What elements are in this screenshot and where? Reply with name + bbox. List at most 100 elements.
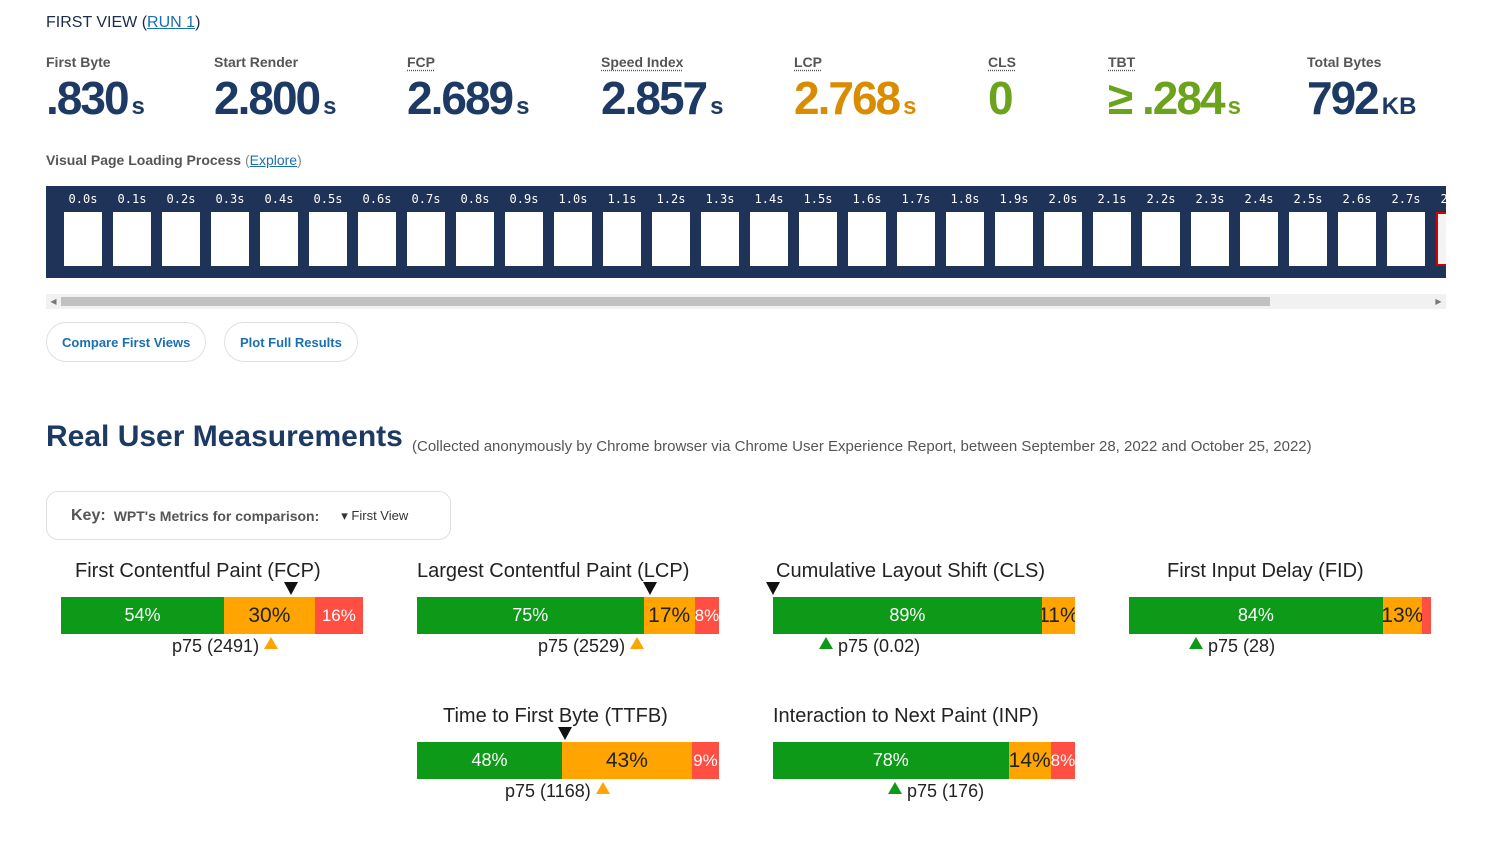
filmstrip-frame[interactable]: 2.7s	[1386, 186, 1426, 266]
metric-label[interactable]: FCP	[407, 54, 435, 70]
filmstrip-frame[interactable]: 0.8s	[455, 186, 495, 266]
filmstrip-frame[interactable]: 2.1s	[1092, 186, 1132, 266]
frame-time: 0.1s	[117, 192, 147, 206]
frame-thumbnail[interactable]	[456, 212, 494, 266]
frame-thumbnail[interactable]	[1338, 212, 1376, 266]
frame-thumbnail[interactable]	[505, 212, 543, 266]
cwv-segment-good: 89%	[773, 597, 1042, 634]
frame-thumbnail[interactable]	[603, 212, 641, 266]
run-1-link[interactable]: RUN 1	[147, 14, 196, 31]
frame-thumbnail[interactable]	[113, 212, 151, 266]
cwv-segment-ni: 43%	[561, 742, 692, 779]
filmstrip-frame[interactable]: 0.0s	[63, 186, 103, 266]
frame-time: 2.2s	[1146, 192, 1176, 206]
filmstrip-frame[interactable]: 2.2s	[1141, 186, 1181, 266]
frame-time: 1.4s	[754, 192, 784, 206]
filmstrip-frame[interactable]: 0.4s	[259, 186, 299, 266]
compare-first-views-button[interactable]: Compare First Views	[46, 322, 207, 362]
frame-thumbnail[interactable]	[652, 212, 690, 266]
filmstrip-scrollbar[interactable]: ◀ ▶	[46, 294, 1446, 309]
metric-label[interactable]: LCP	[794, 54, 822, 70]
scroll-right-icon[interactable]: ▶	[1435, 297, 1442, 306]
frame-thumbnail[interactable]	[1044, 212, 1082, 266]
cwv-panel: Largest Contentful Paint (LCP) 75% 17% 8% p7…	[417, 560, 719, 670]
frame-time: 1.5s	[803, 192, 833, 206]
filmstrip-frame[interactable]: 0.7s	[406, 186, 446, 266]
frame-thumbnail[interactable]	[1289, 212, 1327, 266]
frame-thumbnail[interactable]	[162, 212, 200, 266]
metric-speed-index: Speed Index 2.857 s	[601, 54, 723, 133]
explore-link[interactable]: Explore	[249, 152, 298, 168]
frame-thumbnail[interactable]	[995, 212, 1033, 266]
filmstrip-frame[interactable]: 0.1s	[112, 186, 152, 266]
filmstrip-frame[interactable]: 2.6s	[1337, 186, 1377, 266]
cwv-distribution-bar: 78% 14% 8%	[773, 742, 1075, 779]
cwv-panel: Time to First Byte (TTFB) 48% 43% 9% p75 (11…	[417, 705, 719, 815]
cwv-segment-poor: 9%	[691, 742, 719, 779]
filmstrip-frame[interactable]: 1.6s	[847, 186, 887, 266]
filmstrip-frame[interactable]: 1.5s	[798, 186, 838, 266]
frame-thumbnail[interactable]	[750, 212, 788, 266]
filmstrip-frame[interactable]: 0.6s	[357, 186, 397, 266]
cwv-segment-poor: 16%	[314, 597, 363, 634]
frame-thumbnail[interactable]	[897, 212, 935, 266]
filmstrip[interactable]: 0.0s 0.1s 0.2s 0.3s 0.4s 0.5s 0.6s 0.7s 0.8s 0.9s…	[46, 186, 1446, 278]
filmstrip-frame[interactable]: 2.3s	[1190, 186, 1230, 266]
first-view-select[interactable]: ▾ First View	[341, 507, 409, 523]
frame-thumbnail[interactable]	[799, 212, 837, 266]
frame-thumbnail[interactable]	[1436, 212, 1446, 266]
filmstrip-frame[interactable]: 1.9s	[994, 186, 1034, 266]
frame-thumbnail[interactable]	[64, 212, 102, 266]
frame-thumbnail[interactable]	[554, 212, 592, 266]
filmstrip-frame[interactable]: 1.1s	[602, 186, 642, 266]
frame-thumbnail[interactable]	[1387, 212, 1425, 266]
frame-thumbnail[interactable]	[1240, 212, 1278, 266]
metric-label[interactable]: CLS	[988, 54, 1016, 70]
frame-thumbnail[interactable]	[1142, 212, 1180, 266]
filmstrip-frame[interactable]: 1.0s	[553, 186, 593, 266]
filmstrip-frame[interactable]: 0.9s	[504, 186, 544, 266]
filmstrip-frame[interactable]: 0.5s	[308, 186, 348, 266]
frame-time: 0.7s	[411, 192, 441, 206]
cwv-title: First Input Delay (FID)	[1167, 560, 1364, 582]
frame-thumbnail[interactable]	[1093, 212, 1131, 266]
p75-label: p75 (2491)	[172, 636, 279, 657]
cwv-segment-ni: 17%	[643, 597, 695, 634]
frame-time: 2.6s	[1342, 192, 1372, 206]
filmstrip-frame[interactable]: 0.2s	[161, 186, 201, 266]
metric-label[interactable]: TBT	[1108, 54, 1136, 70]
frame-thumbnail[interactable]	[701, 212, 739, 266]
p75-arrow-icon	[888, 782, 902, 794]
cwv-segment-poor	[1421, 597, 1431, 634]
cwv-title: Time to First Byte (TTFB)	[443, 705, 668, 727]
filmstrip-frame[interactable]: 1.7s	[896, 186, 936, 266]
scrollbar-thumb[interactable]	[61, 297, 1270, 306]
frame-thumbnail[interactable]	[946, 212, 984, 266]
frame-thumbnail[interactable]	[407, 212, 445, 266]
first-view-heading: FIRST VIEW (RUN 1)	[46, 14, 201, 31]
cwv-panel: First Contentful Paint (FCP) 54% 30% 16% p75…	[61, 560, 363, 670]
frame-time: 0.0s	[68, 192, 98, 206]
scroll-left-icon[interactable]: ◀	[50, 297, 57, 306]
frame-thumbnail[interactable]	[211, 212, 249, 266]
filmstrip-frame[interactable]: 2.4s	[1239, 186, 1279, 266]
plot-full-results-button[interactable]: Plot Full Results	[224, 322, 358, 362]
filmstrip-frame[interactable]: 2.8s	[1435, 186, 1446, 266]
frame-thumbnail[interactable]	[309, 212, 347, 266]
cwv-title: Cumulative Layout Shift (CLS)	[776, 560, 1046, 582]
filmstrip-frame[interactable]: 1.8s	[945, 186, 985, 266]
frame-thumbnail[interactable]	[848, 212, 886, 266]
filmstrip-frame[interactable]: 1.3s	[700, 186, 740, 266]
filmstrip-frame[interactable]: 0.3s	[210, 186, 250, 266]
frame-time: 0.6s	[362, 192, 392, 206]
filmstrip-frame[interactable]: 1.4s	[749, 186, 789, 266]
metric-label[interactable]: Speed Index	[601, 54, 684, 70]
frame-thumbnail[interactable]	[1191, 212, 1229, 266]
filmstrip-frame[interactable]: 2.5s	[1288, 186, 1328, 266]
metric-fcp: FCP 2.689 s	[407, 54, 529, 133]
filmstrip-frame[interactable]: 1.2s	[651, 186, 691, 266]
frame-thumbnail[interactable]	[260, 212, 298, 266]
frame-thumbnail[interactable]	[358, 212, 396, 266]
filmstrip-frame[interactable]: 2.0s	[1043, 186, 1083, 266]
frame-time: 2.1s	[1097, 192, 1127, 206]
